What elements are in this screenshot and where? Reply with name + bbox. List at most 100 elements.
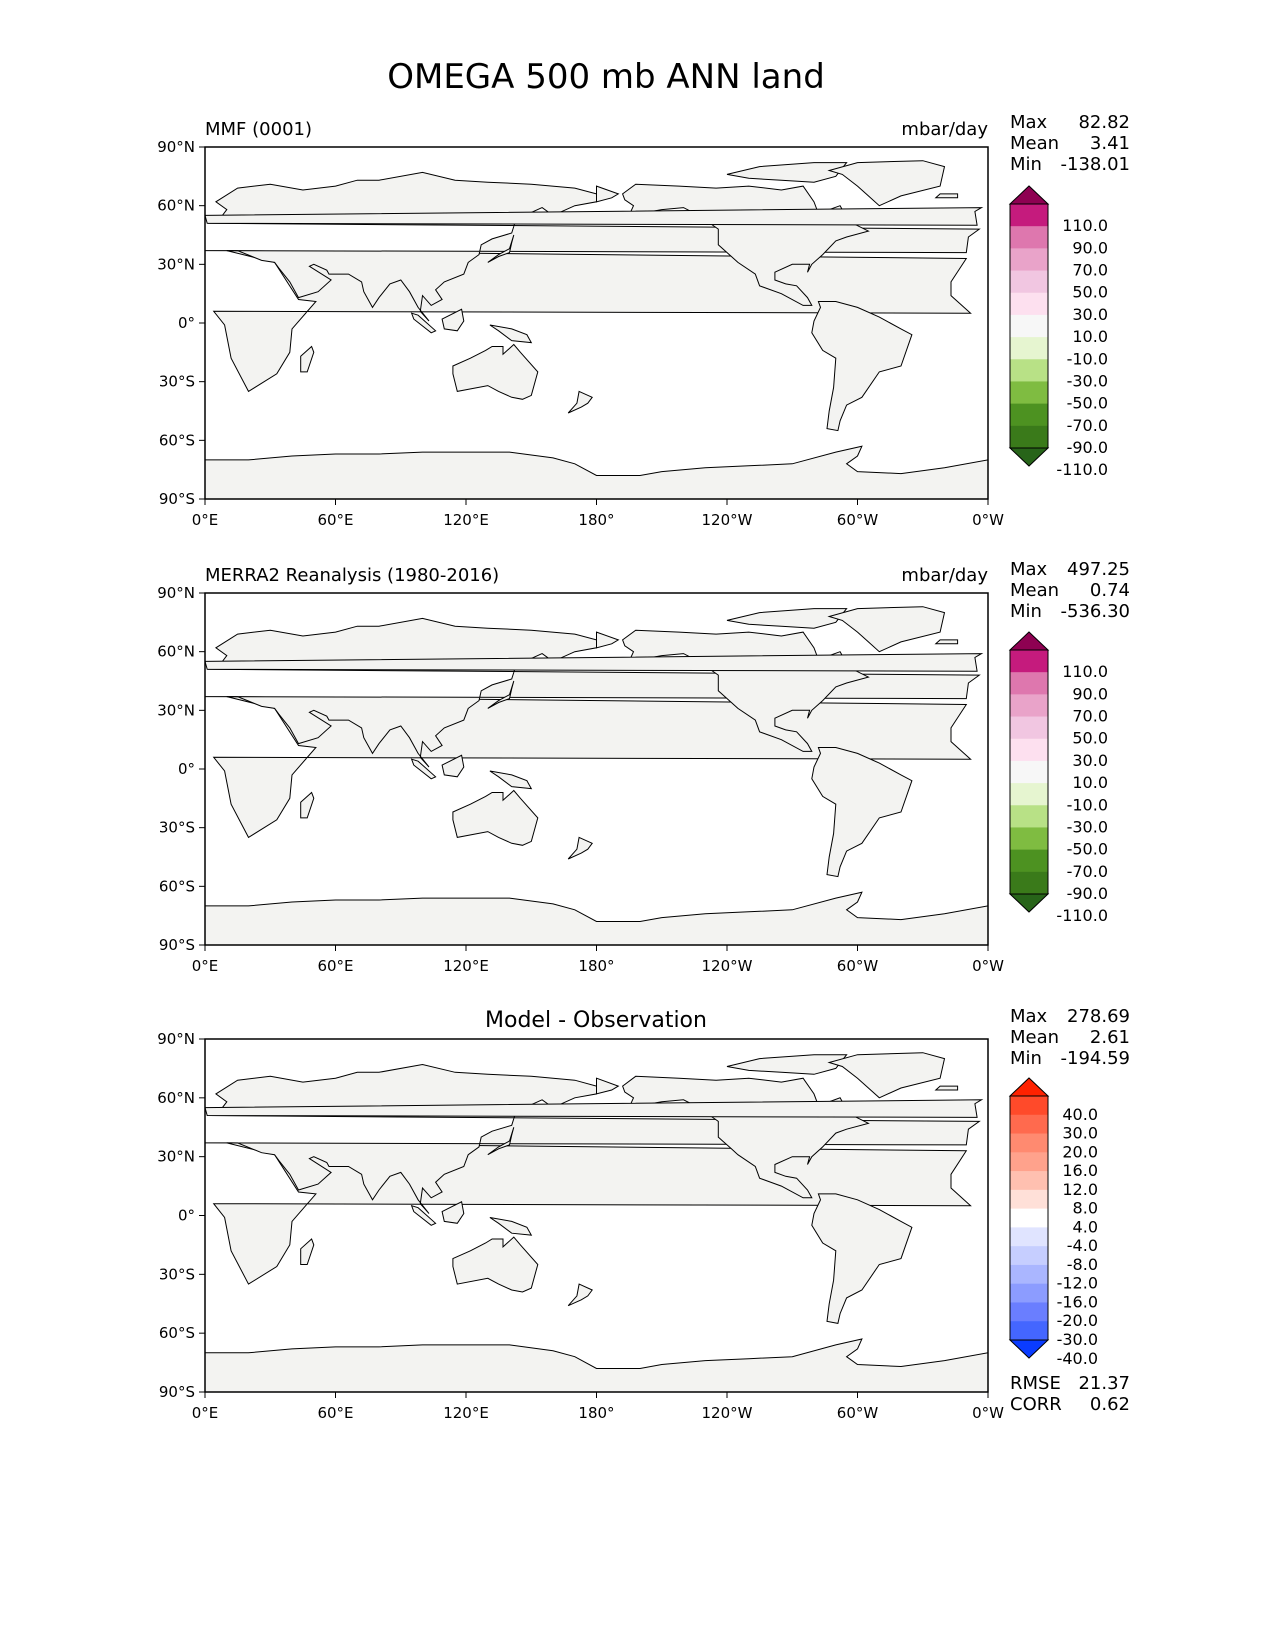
colorbar-segment [1010, 650, 1048, 673]
greenland-land [827, 1052, 946, 1099]
stat-mean-value: 0.74 [1090, 580, 1130, 601]
y-tick-label: 30°N [157, 255, 195, 273]
colorbar-segment [1010, 672, 1048, 695]
x-tick-label: 60°E [317, 1404, 353, 1422]
colorbar-tick-label: -30.0 [1067, 371, 1108, 390]
y-axis: 90°N 60°N 30°N 0° 30°S 60°S 90°S [157, 1030, 205, 1401]
japan-land [487, 680, 515, 709]
metric-rmse-label: RMSE [1010, 1373, 1061, 1394]
x-tick-label: 120°E [443, 1404, 489, 1422]
stat-mean-label: Mean [1010, 133, 1059, 154]
x-axis: 0°E 60°E 120°E 180° 120°W 60°W 0°W [192, 499, 1004, 529]
colorbar-segment [1010, 1208, 1048, 1228]
borneo-land [441, 754, 465, 778]
panel-left-title: MERRA2 Reanalysis (1980-2016) [205, 565, 499, 586]
iceland-land [934, 1085, 959, 1091]
stat-min-value: -536.30 [1061, 601, 1130, 622]
colorbar-tick-label: 12.0 [1062, 1180, 1098, 1199]
colorbar-tick-label: -8.0 [1067, 1255, 1098, 1274]
x-tick-label: 0°E [192, 1404, 219, 1422]
colorbar: 110.0 90.0 70.0 50.0 30.0 10.0 -10.0 -30.0 -50.0… [1008, 631, 1108, 925]
colorbar-segment [1010, 1171, 1048, 1191]
colorbar-segment [1010, 716, 1048, 740]
colorbar-tick-label: -30.0 [1057, 1330, 1098, 1349]
x-tick-label: 0°W [972, 511, 1004, 529]
colorbar-tick-label: -70.0 [1067, 416, 1108, 435]
colorbar-extend-top [1008, 185, 1050, 205]
colorbar-segment [1010, 204, 1048, 227]
colorbar-tick-label: 40.0 [1062, 1105, 1098, 1124]
colorbar-segment [1010, 1114, 1048, 1134]
stats-block: Max 497.25 Mean 0.74 Min -536.30 [1010, 559, 1130, 622]
new-guinea-land [489, 324, 533, 344]
colorbar-tick-label: -10.0 [1067, 349, 1108, 368]
colorbar-segment [1010, 871, 1048, 895]
stat-max-label: Max [1010, 1006, 1048, 1027]
colorbar-tick-label: -90.0 [1067, 438, 1108, 457]
panel-units: mbar/day [901, 119, 988, 140]
colorbar-segment [1010, 1283, 1048, 1303]
y-tick-label: 90°N [157, 584, 195, 602]
colorbar-extend-top [1008, 631, 1050, 651]
colorbar-segment [1010, 1302, 1048, 1322]
x-tick-label: 0°W [972, 1404, 1004, 1422]
colorbar-tick-label: 4.0 [1073, 1217, 1098, 1236]
colorbar-tick-label: -50.0 [1067, 840, 1108, 859]
x-tick-label: 180° [578, 1404, 614, 1422]
arctic-islands-land [726, 608, 848, 629]
y-tick-label: 60°N [157, 1089, 195, 1107]
new-guinea-land [489, 1217, 533, 1236]
x-tick-label: 120°E [443, 957, 489, 975]
colorbar: 110.0 90.0 70.0 50.0 30.0 10.0 -10.0 -30.0 -50.0… [1008, 185, 1108, 479]
x-tick-label: 60°W [837, 957, 879, 975]
y-tick-label: 30°S [159, 819, 195, 837]
y-tick-label: 30°S [159, 373, 195, 391]
stat-min-value: -194.59 [1061, 1048, 1130, 1069]
colorbar-tick-label: 8.0 [1073, 1199, 1098, 1218]
x-tick-label: 0°W [972, 957, 1004, 975]
sumatra-land [410, 312, 437, 334]
new-zealand-land [567, 1283, 593, 1307]
x-axis: 0°E 60°E 120°E 180° 120°W 60°W 0°W [192, 1392, 1004, 1422]
colorbar-tick-label: 110.0 [1062, 662, 1108, 681]
colorbar-tick-label: 70.0 [1072, 261, 1108, 280]
borneo-land [441, 1201, 465, 1224]
colorbar-tick-label: -12.0 [1057, 1274, 1098, 1293]
madagascar-land [300, 345, 315, 373]
colorbar-segment [1010, 805, 1048, 828]
stat-max-label: Max [1010, 112, 1048, 133]
stats-block: Max 82.82 Mean 3.41 Min -138.01 [1010, 112, 1130, 175]
arctic-islands-land [726, 162, 848, 183]
y-tick-label: 60°N [157, 643, 195, 661]
panel-center-title: Model - Observation [485, 1008, 707, 1033]
colorbar-segment [1010, 248, 1048, 271]
iceland-land [934, 193, 959, 199]
stat-min-label: Min [1010, 1048, 1042, 1069]
panel-reference: MERRA2 Reanalysis (1980-2016) mbar/day 9… [157, 559, 1130, 975]
x-tick-label: 60°E [317, 511, 353, 529]
australia-land [452, 1236, 539, 1293]
colorbar-segment [1010, 760, 1048, 784]
metric-corr-label: CORR [1010, 1394, 1062, 1415]
eurasia-land [205, 1063, 981, 1214]
colorbar-tick-label: -10.0 [1067, 795, 1108, 814]
colorbar-tick-label: 50.0 [1072, 283, 1108, 302]
panel-difference: Model - Observation 90°N 60°N 30°N 0° 30°S 60… [157, 1006, 1130, 1422]
arctic-islands-land [726, 1054, 848, 1075]
antarctica-land [205, 891, 988, 945]
colorbar-tick-label: -90.0 [1067, 884, 1108, 903]
map-land [205, 1039, 988, 1392]
colorbar-segment [1010, 849, 1048, 873]
colorbar-tick-label: 30.0 [1062, 1124, 1098, 1143]
y-axis: 90°N 60°N 30°N 0° 30°S 60°S 90°S [157, 584, 205, 954]
x-tick-label: 120°W [702, 957, 753, 975]
eurasia-land [205, 617, 981, 768]
colorbar-tick-label: 70.0 [1072, 707, 1108, 726]
eurasia-land [205, 171, 981, 322]
y-tick-label: 0° [178, 314, 195, 332]
colorbar-outline [1009, 649, 1049, 895]
colorbar-segment [1010, 425, 1048, 449]
y-tick-label: 60°S [159, 1324, 195, 1342]
greenland-land [827, 606, 946, 653]
